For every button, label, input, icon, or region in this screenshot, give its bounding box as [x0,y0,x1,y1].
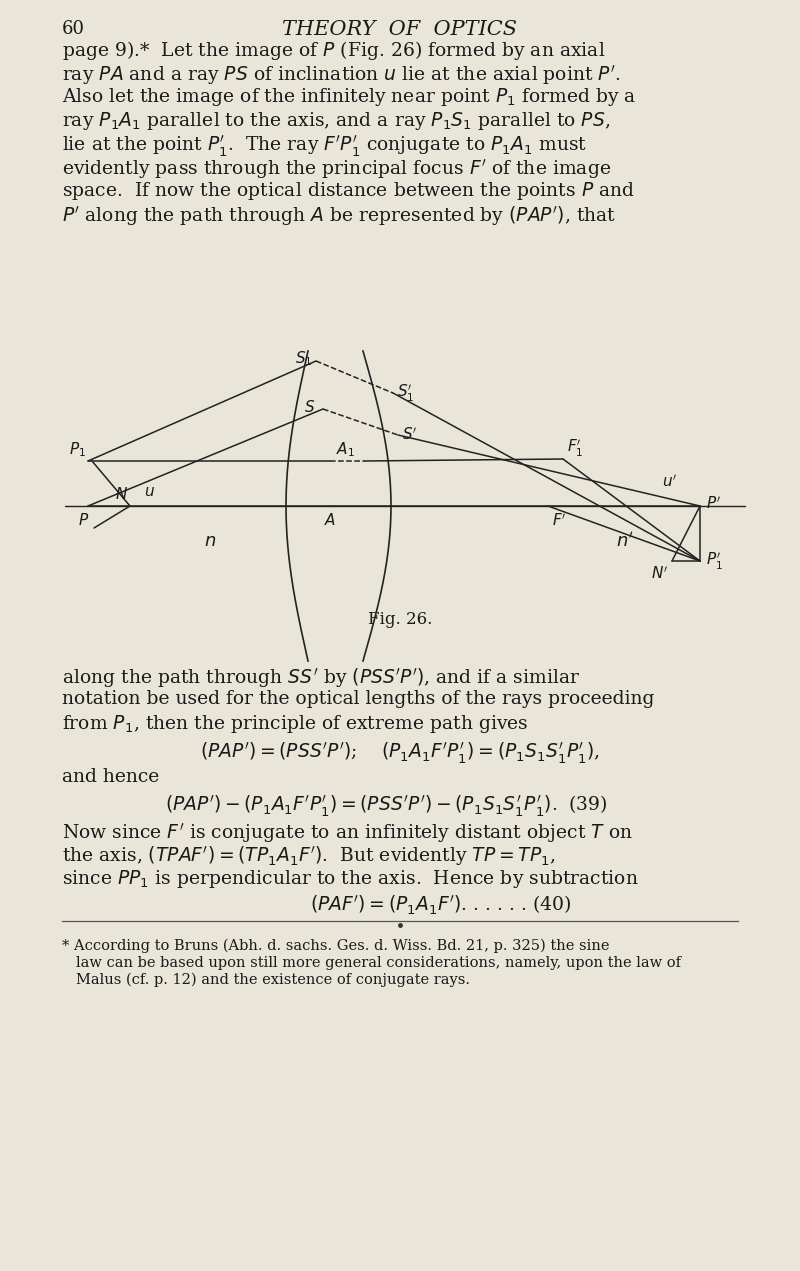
Text: $S'$: $S'$ [402,427,418,444]
Text: $P_1'$: $P_1'$ [706,550,723,572]
Text: $P$: $P$ [78,512,90,527]
Text: ray $P_1A_1$ parallel to the axis, and a ray $P_1S_1$ parallel to $PS$,: ray $P_1A_1$ parallel to the axis, and a… [62,109,610,131]
Text: Fig. 26.: Fig. 26. [368,611,432,628]
Text: $S_1$: $S_1$ [294,350,312,369]
Text: $(PAP') = (PSS'P')$;$\quad$ $(P_1A_1F'P_1') = (P_1S_1S_1'P_1')$,: $(PAP') = (PSS'P')$;$\quad$ $(P_1A_1F'P_… [200,741,600,766]
Text: $N$: $N$ [115,486,128,502]
Text: $P_1$: $P_1$ [69,440,86,459]
Text: $N'$: $N'$ [650,566,668,582]
Text: $F_1'$: $F_1'$ [567,438,583,459]
Text: lie at the point $P_1'$.  The ray $F'P_1'$ conjugate to $P_1A_1$ must: lie at the point $P_1'$. The ray $F'P_1'… [62,133,587,159]
Text: from $P_1$, then the principle of extreme path gives: from $P_1$, then the principle of extrem… [62,713,529,735]
Text: THEORY  OF  OPTICS: THEORY OF OPTICS [282,20,518,39]
Text: along the path through $SS'$ by $(PSS'P')$, and if a similar: along the path through $SS'$ by $(PSS'P'… [62,666,580,690]
Text: $A$: $A$ [324,512,336,527]
Text: $(PAF') = (P_1A_1F')$. . . . . . (40): $(PAF') = (P_1A_1F')$. . . . . . (40) [310,894,571,916]
Text: Also let the image of the infinitely near point $P_1$ formed by a: Also let the image of the infinitely nea… [62,86,636,108]
Text: the axis, $(TPAF') = (TP_1A_1F')$.  But evidently $TP = TP_1$,: the axis, $(TPAF') = (TP_1A_1F')$. But e… [62,844,555,868]
Text: Now since $F'$ is conjugate to an infinitely distant object $T$ on: Now since $F'$ is conjugate to an infini… [62,821,633,845]
Text: law can be based upon still more general considerations, namely, upon the law of: law can be based upon still more general… [76,956,681,970]
Text: $(PAP') - (P_1A_1F'P_1') = (PSS'P') - (P_1S_1S_1'P_1')$. $\;$(39): $(PAP') - (P_1A_1F'P_1') = (PSS'P') - (P… [165,793,607,819]
Text: and hence: and hence [62,768,159,785]
Text: $u$: $u$ [144,486,155,500]
Text: notation be used for the optical lengths of the rays proceeding: notation be used for the optical lengths… [62,689,654,708]
Text: $P'$ along the path through $A$ be represented by $(PAP')$, that: $P'$ along the path through $A$ be repre… [62,203,616,228]
Text: since $PP_1$ is perpendicular to the axis.  Hence by subtraction: since $PP_1$ is perpendicular to the axi… [62,868,638,890]
Text: ray $PA$ and a ray $PS$ of inclination $u$ lie at the axial point $P'$.: ray $PA$ and a ray $PS$ of inclination $… [62,62,621,86]
Text: $A_1$: $A_1$ [336,440,355,459]
Text: page 9).*  Let the image of $P$ (Fig. 26) formed by an axial: page 9).* Let the image of $P$ (Fig. 26)… [62,39,606,62]
Text: $n'$: $n'$ [616,531,634,550]
Text: space.  If now the optical distance between the points $P$ and: space. If now the optical distance betwe… [62,180,635,202]
Text: Malus (cf. p. 12) and the existence of conjugate rays.: Malus (cf. p. 12) and the existence of c… [76,974,470,988]
Text: $P'$: $P'$ [706,496,721,512]
Text: $u'$: $u'$ [662,473,678,491]
Text: $n$: $n$ [204,533,216,550]
Text: * According to Bruns (Abh. d. sachs. Ges. d. Wiss. Bd. 21, p. 325) the sine: * According to Bruns (Abh. d. sachs. Ges… [62,939,610,953]
Text: $S$: $S$ [304,399,315,416]
Text: 60: 60 [62,20,85,38]
Text: $F'$: $F'$ [552,512,566,529]
Text: evidently pass through the principal focus $F'$ of the image: evidently pass through the principal foc… [62,156,611,180]
Text: $S_1'$: $S_1'$ [397,383,414,404]
